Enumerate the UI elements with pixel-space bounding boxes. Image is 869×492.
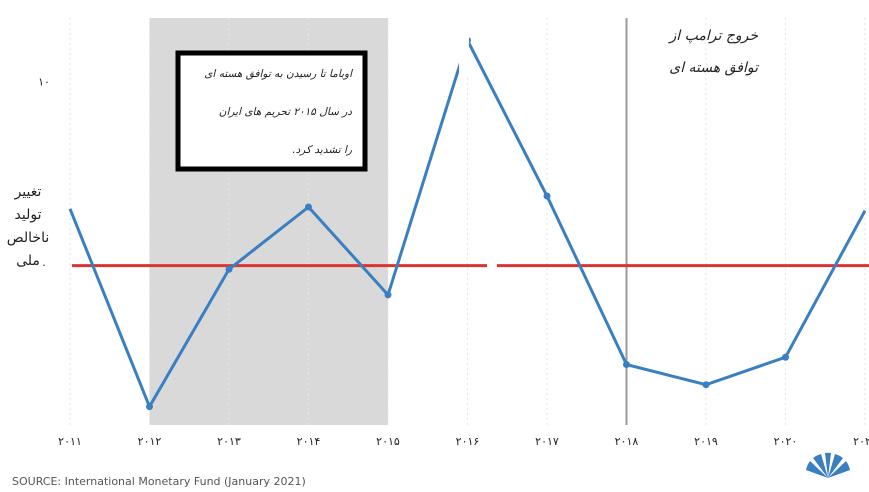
y-axis-label: ناخالص	[7, 230, 50, 246]
point	[146, 403, 153, 411]
annotation-text: اوباما تا رسیدن به توافق هسته ای	[204, 68, 353, 80]
annotation-text: را تشدید کرد.	[292, 144, 352, 156]
x-tick-label: ۲۰۱۸	[615, 435, 639, 448]
source: SOURCE: International Monetary Fund (Jan…	[12, 475, 306, 488]
point	[782, 353, 789, 361]
y-axis-label: تغییر	[14, 184, 42, 200]
point	[305, 203, 312, 211]
y-axis-label: تولید	[15, 207, 42, 223]
x-tick-label: ۲۰۱۷	[535, 435, 559, 448]
x-tick-label: ۲۰۱۶	[456, 435, 480, 448]
x-tick-label: ۲۰۱۹	[694, 435, 718, 448]
logo	[806, 452, 850, 478]
y-axis-label: ملی	[16, 253, 40, 269]
point	[225, 265, 233, 273]
point	[623, 361, 630, 369]
point	[702, 381, 710, 389]
x-tick-label: ۲۰۱۳	[217, 435, 241, 448]
y-tick-label: ۱۰	[38, 75, 50, 88]
annotation-text: در سال ۲۰۱۵ تحریم های ایران	[219, 106, 353, 118]
x-tick-label: ۲۰۱۴	[297, 435, 321, 448]
y-tick-label: ۰	[41, 259, 47, 272]
x-tick-label: ۲۰۱۲	[138, 435, 162, 448]
marker-annotation: خروج ترامپ از	[668, 28, 759, 44]
x-tick-label: ۲۰۱۱	[58, 435, 82, 448]
x-tick-label: ۲۰۲۰	[774, 435, 798, 448]
point	[384, 291, 392, 299]
annotation-box	[175, 50, 368, 172]
gap	[459, 0, 469, 75]
point	[543, 192, 551, 200]
x-tick-label: ۲۰۲۱	[853, 435, 869, 448]
x-tick-label: ۲۰۱۵	[376, 435, 400, 448]
marker-annotation: توافق هسته ای	[669, 60, 760, 76]
